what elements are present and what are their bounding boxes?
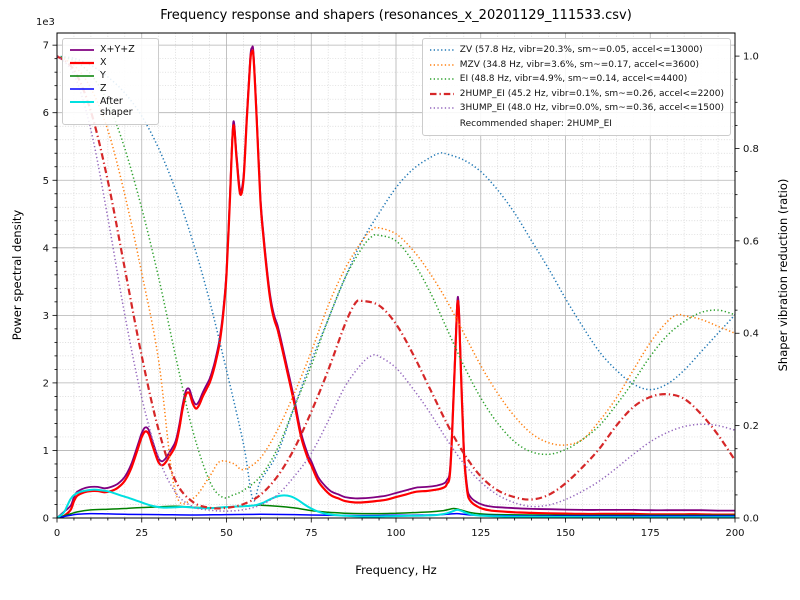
svg-text:1.0: 1.0: [743, 52, 759, 63]
svg-text:125: 125: [471, 528, 490, 539]
series-after-shaper: [57, 488, 735, 518]
series-shaper-2hump_ei: [57, 55, 735, 510]
svg-text:2: 2: [43, 378, 49, 389]
legend-entry: After shaper: [69, 96, 152, 120]
axis-ticks: [52, 44, 740, 523]
legend-label: MZV (34.8 Hz, vibr=3.6%, sm~=0.17, accel…: [459, 59, 699, 70]
legend-entry: X+Y+Z: [69, 44, 152, 56]
svg-text:0.2: 0.2: [743, 421, 759, 432]
svg-text:100: 100: [386, 528, 405, 539]
legend-line-sample: [429, 92, 454, 95]
series-y: [57, 504, 735, 518]
svg-text:0: 0: [54, 528, 60, 539]
svg-text:0: 0: [43, 514, 49, 525]
legend-line-sample: [429, 107, 454, 109]
shaper-legend: ZV (57.8 Hz, vibr=20.3%, sm~=0.05, accel…: [421, 38, 731, 136]
svg-text:150: 150: [556, 528, 575, 539]
svg-text:7: 7: [43, 41, 49, 52]
legend-line-sample: [429, 49, 454, 51]
series-shaper-zv: [57, 55, 735, 502]
legend-label: 2HUMP_EI (45.2 Hz, vibr=0.1%, sm~=0.26, …: [459, 88, 724, 99]
y-axis-label-right: Shaper vibration reduction (ratio): [776, 178, 790, 372]
legend-label: 3HUMP_EI (48.0 Hz, vibr=0.0%, sm~=0.36, …: [459, 103, 724, 113]
chart-title: Frequency response and shapers (resonanc…: [160, 8, 632, 23]
legend-label: Z: [100, 82, 107, 94]
legend-label: X+Y+Z: [100, 44, 135, 55]
axis-offset-text: 1e3: [36, 17, 55, 28]
svg-text:200: 200: [725, 528, 744, 539]
legend-line-sample: [429, 78, 454, 80]
svg-text:5: 5: [43, 176, 49, 187]
legend-entry: EI (48.8 Hz, vibr=4.9%, sm~=0.14, accel<…: [429, 73, 724, 87]
legend-entry: Y: [69, 70, 152, 82]
svg-text:50: 50: [220, 528, 233, 539]
series-shaper-3hump_ei: [57, 55, 735, 512]
svg-text:75: 75: [305, 528, 318, 539]
legend-entry: 2HUMP_EI (45.2 Hz, vibr=0.1%, sm~=0.26, …: [429, 88, 724, 102]
legend-line-sample: [70, 61, 94, 64]
legend-label: EI (48.8 Hz, vibr=4.9%, sm~=0.14, accel<…: [459, 74, 688, 84]
svg-text:1: 1: [43, 446, 49, 457]
svg-text:25: 25: [135, 528, 148, 539]
legend-label: After shaper: [100, 95, 133, 119]
legend-line-sample: [429, 63, 454, 66]
y-axis-label-left: Power spectral density: [10, 209, 24, 341]
x-axis-label: Frequency, Hz: [355, 563, 437, 577]
svg-text:6: 6: [43, 108, 49, 119]
svg-text:0.4: 0.4: [743, 329, 759, 340]
legend-entry: ZV (57.8 Hz, vibr=20.3%, sm~=0.05, accel…: [429, 44, 724, 58]
legend-label: X: [100, 56, 107, 68]
svg-text:0.0: 0.0: [743, 514, 759, 525]
series-layer: [57, 45, 735, 518]
legend-line-sample: [70, 87, 94, 90]
recommended-shaper-note: Recommended shaper: 2HUMP_EI: [459, 118, 612, 129]
legend-line-sample: [70, 75, 94, 77]
series-x: [57, 49, 735, 518]
axis-tick-labels: 0 25 50 75 100 125 150 175 200 0 1 2 3 4 5 6 7 0.0 0.2 0.4 0…: [43, 41, 759, 539]
legend-line-sample: [70, 49, 94, 51]
legend-line-sample: [70, 100, 94, 103]
series-shaper-mzv: [57, 55, 735, 505]
svg-text:0.6: 0.6: [743, 236, 759, 247]
psd-legend: X+Y+Z X Y Z After shaper: [62, 38, 159, 126]
svg-text:175: 175: [641, 528, 660, 539]
svg-text:3: 3: [43, 311, 49, 322]
legend-label: Y: [100, 69, 106, 81]
legend-entry: X: [69, 57, 152, 69]
legend-entry: 3HUMP_EI (48.0 Hz, vibr=0.0%, sm~=0.36, …: [429, 102, 724, 116]
legend-entry: MZV (34.8 Hz, vibr=3.6%, sm~=0.17, accel…: [429, 59, 724, 73]
series-shaper-ei: [57, 55, 735, 499]
svg-text:0.8: 0.8: [743, 144, 759, 155]
svg-text:4: 4: [43, 243, 49, 254]
legend-label: ZV (57.8 Hz, vibr=20.3%, sm~=0.05, accel…: [459, 45, 703, 55]
legend-entry: Z: [69, 83, 152, 95]
shaper-legend-entries: ZV (57.8 Hz, vibr=20.3%, sm~=0.05, accel…: [429, 44, 724, 116]
